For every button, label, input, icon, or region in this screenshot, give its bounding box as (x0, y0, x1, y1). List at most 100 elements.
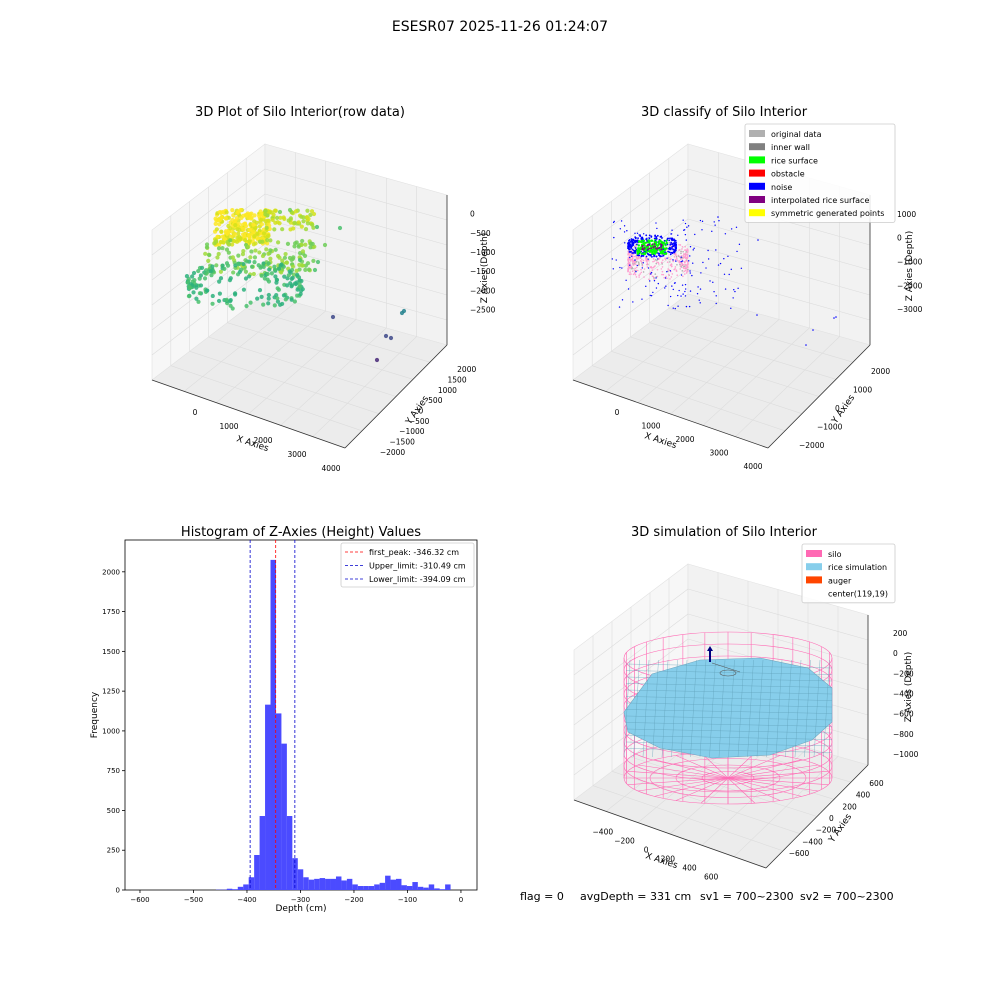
p1-data-point (299, 242, 304, 248)
p1-data-point (208, 269, 213, 274)
p2-data-point (678, 260, 681, 262)
p4-silo-floor-ring (649, 758, 807, 798)
p2-data-point (699, 288, 702, 290)
footer-sv1: sv1 = 700~2300 (700, 890, 794, 903)
p2-data-point (635, 255, 637, 257)
p2-data-point (627, 258, 630, 261)
p2-data-point (634, 267, 636, 270)
p3-hist-bar (314, 878, 320, 890)
p2-data-point (669, 295, 672, 298)
p2-z-tick-label: 0 (897, 234, 902, 243)
p1-data-point (298, 291, 303, 297)
p2-data-point (639, 257, 642, 259)
p2-data-point (637, 261, 640, 264)
p4-y-tick-label: 0 (829, 814, 834, 823)
p2-data-point (666, 261, 669, 263)
p1-data-point (244, 213, 249, 218)
p4-legend-swatch (806, 563, 822, 571)
p1-z-tick-label: −1500 (470, 267, 496, 276)
p1-data-point (252, 255, 258, 260)
panel-3d-raw: 3D Plot of Silo Interior(row data) 0 1000… (151, 105, 496, 473)
p1-data-point (261, 261, 266, 266)
p2-data-point (672, 260, 674, 263)
p1-data-point (203, 251, 208, 256)
p1-data-point (273, 274, 278, 279)
p2-data-point (629, 259, 632, 261)
p1-data-point (275, 299, 281, 304)
p1-data-point (259, 222, 265, 227)
p1-data-point (257, 239, 263, 244)
p2-data-point (717, 264, 720, 266)
p2-data-point (698, 299, 700, 301)
p2-data-point (653, 252, 657, 256)
p2-data-point (673, 268, 675, 271)
p4-rice-mesh (709, 659, 716, 758)
p3-hist-bar (390, 879, 397, 890)
p2-data-point (666, 270, 668, 273)
p2-data-point (684, 245, 686, 248)
p3-hist-bar (297, 869, 304, 890)
p1-data-point (220, 234, 225, 239)
p2-data-point (660, 248, 663, 251)
p1-data-point (237, 269, 242, 275)
p1-data-point (263, 219, 268, 224)
p1-data-point (294, 268, 299, 273)
p4-x-axis-line (573, 799, 767, 869)
p2-data-point (642, 242, 645, 245)
p2-data-point (628, 273, 631, 275)
p2-data-point (723, 258, 725, 260)
p2-data-point (660, 243, 663, 246)
p2-data-point (669, 270, 672, 272)
p2-data-point (812, 329, 814, 331)
p2-x-tick-label: 2000 (675, 435, 694, 444)
p2-data-point (733, 289, 735, 291)
p2-data-point (670, 247, 673, 249)
p2-data-point (670, 263, 673, 265)
p2-title: 3D classify of Silo Interior (641, 105, 808, 120)
p2-data-point (672, 259, 674, 261)
p4-z-tick-label: −200 (893, 669, 914, 678)
p2-data-point (670, 251, 673, 254)
p2-data-point (631, 245, 633, 247)
p2-z-tick-label: −3000 (897, 305, 923, 314)
p3-hist-bar (428, 884, 435, 890)
footer-avg-depth: avgDepth = 331 cm (580, 890, 691, 903)
p1-data-point (299, 224, 304, 229)
p4-z-tick-label: −800 (893, 730, 914, 739)
p2-data-point (627, 247, 630, 249)
p2-data-point (654, 273, 657, 275)
p2-data-point (661, 263, 663, 265)
p2-data-point (645, 259, 647, 262)
p2-data-point (658, 252, 661, 255)
p2-data-point (656, 227, 658, 230)
p1-data-point (198, 283, 204, 288)
p2-data-point (723, 273, 726, 276)
p2-data-point (637, 269, 639, 272)
p1-data-point (276, 240, 281, 245)
p2-data-point (681, 256, 684, 259)
p1-data-point (241, 261, 246, 267)
p2-data-point (633, 261, 636, 264)
p1-x-tick-label: 3000 (287, 450, 306, 459)
p3-hist-bar (352, 884, 358, 890)
p1-data-point (216, 298, 222, 304)
p1-data-point (257, 250, 262, 255)
p1-x-axis-line (151, 379, 346, 449)
p2-data-point (652, 260, 654, 263)
p2-data-point (636, 243, 638, 246)
p1-data-point (284, 283, 290, 288)
p1-data-point (194, 296, 199, 301)
p2-data-point (628, 262, 631, 265)
p2-data-point (654, 235, 656, 237)
p2-data-point (686, 257, 689, 260)
p3-hist-bar (379, 882, 386, 890)
p2-data-point (635, 263, 637, 265)
p2-data-point (684, 257, 687, 260)
p1-data-point (236, 253, 241, 258)
p2-data-point (680, 252, 682, 255)
p4-y-tick-label: −600 (789, 849, 810, 858)
p3-hist-bar (286, 816, 293, 890)
p2-data-point (655, 236, 658, 238)
p1-data-point (215, 255, 220, 260)
